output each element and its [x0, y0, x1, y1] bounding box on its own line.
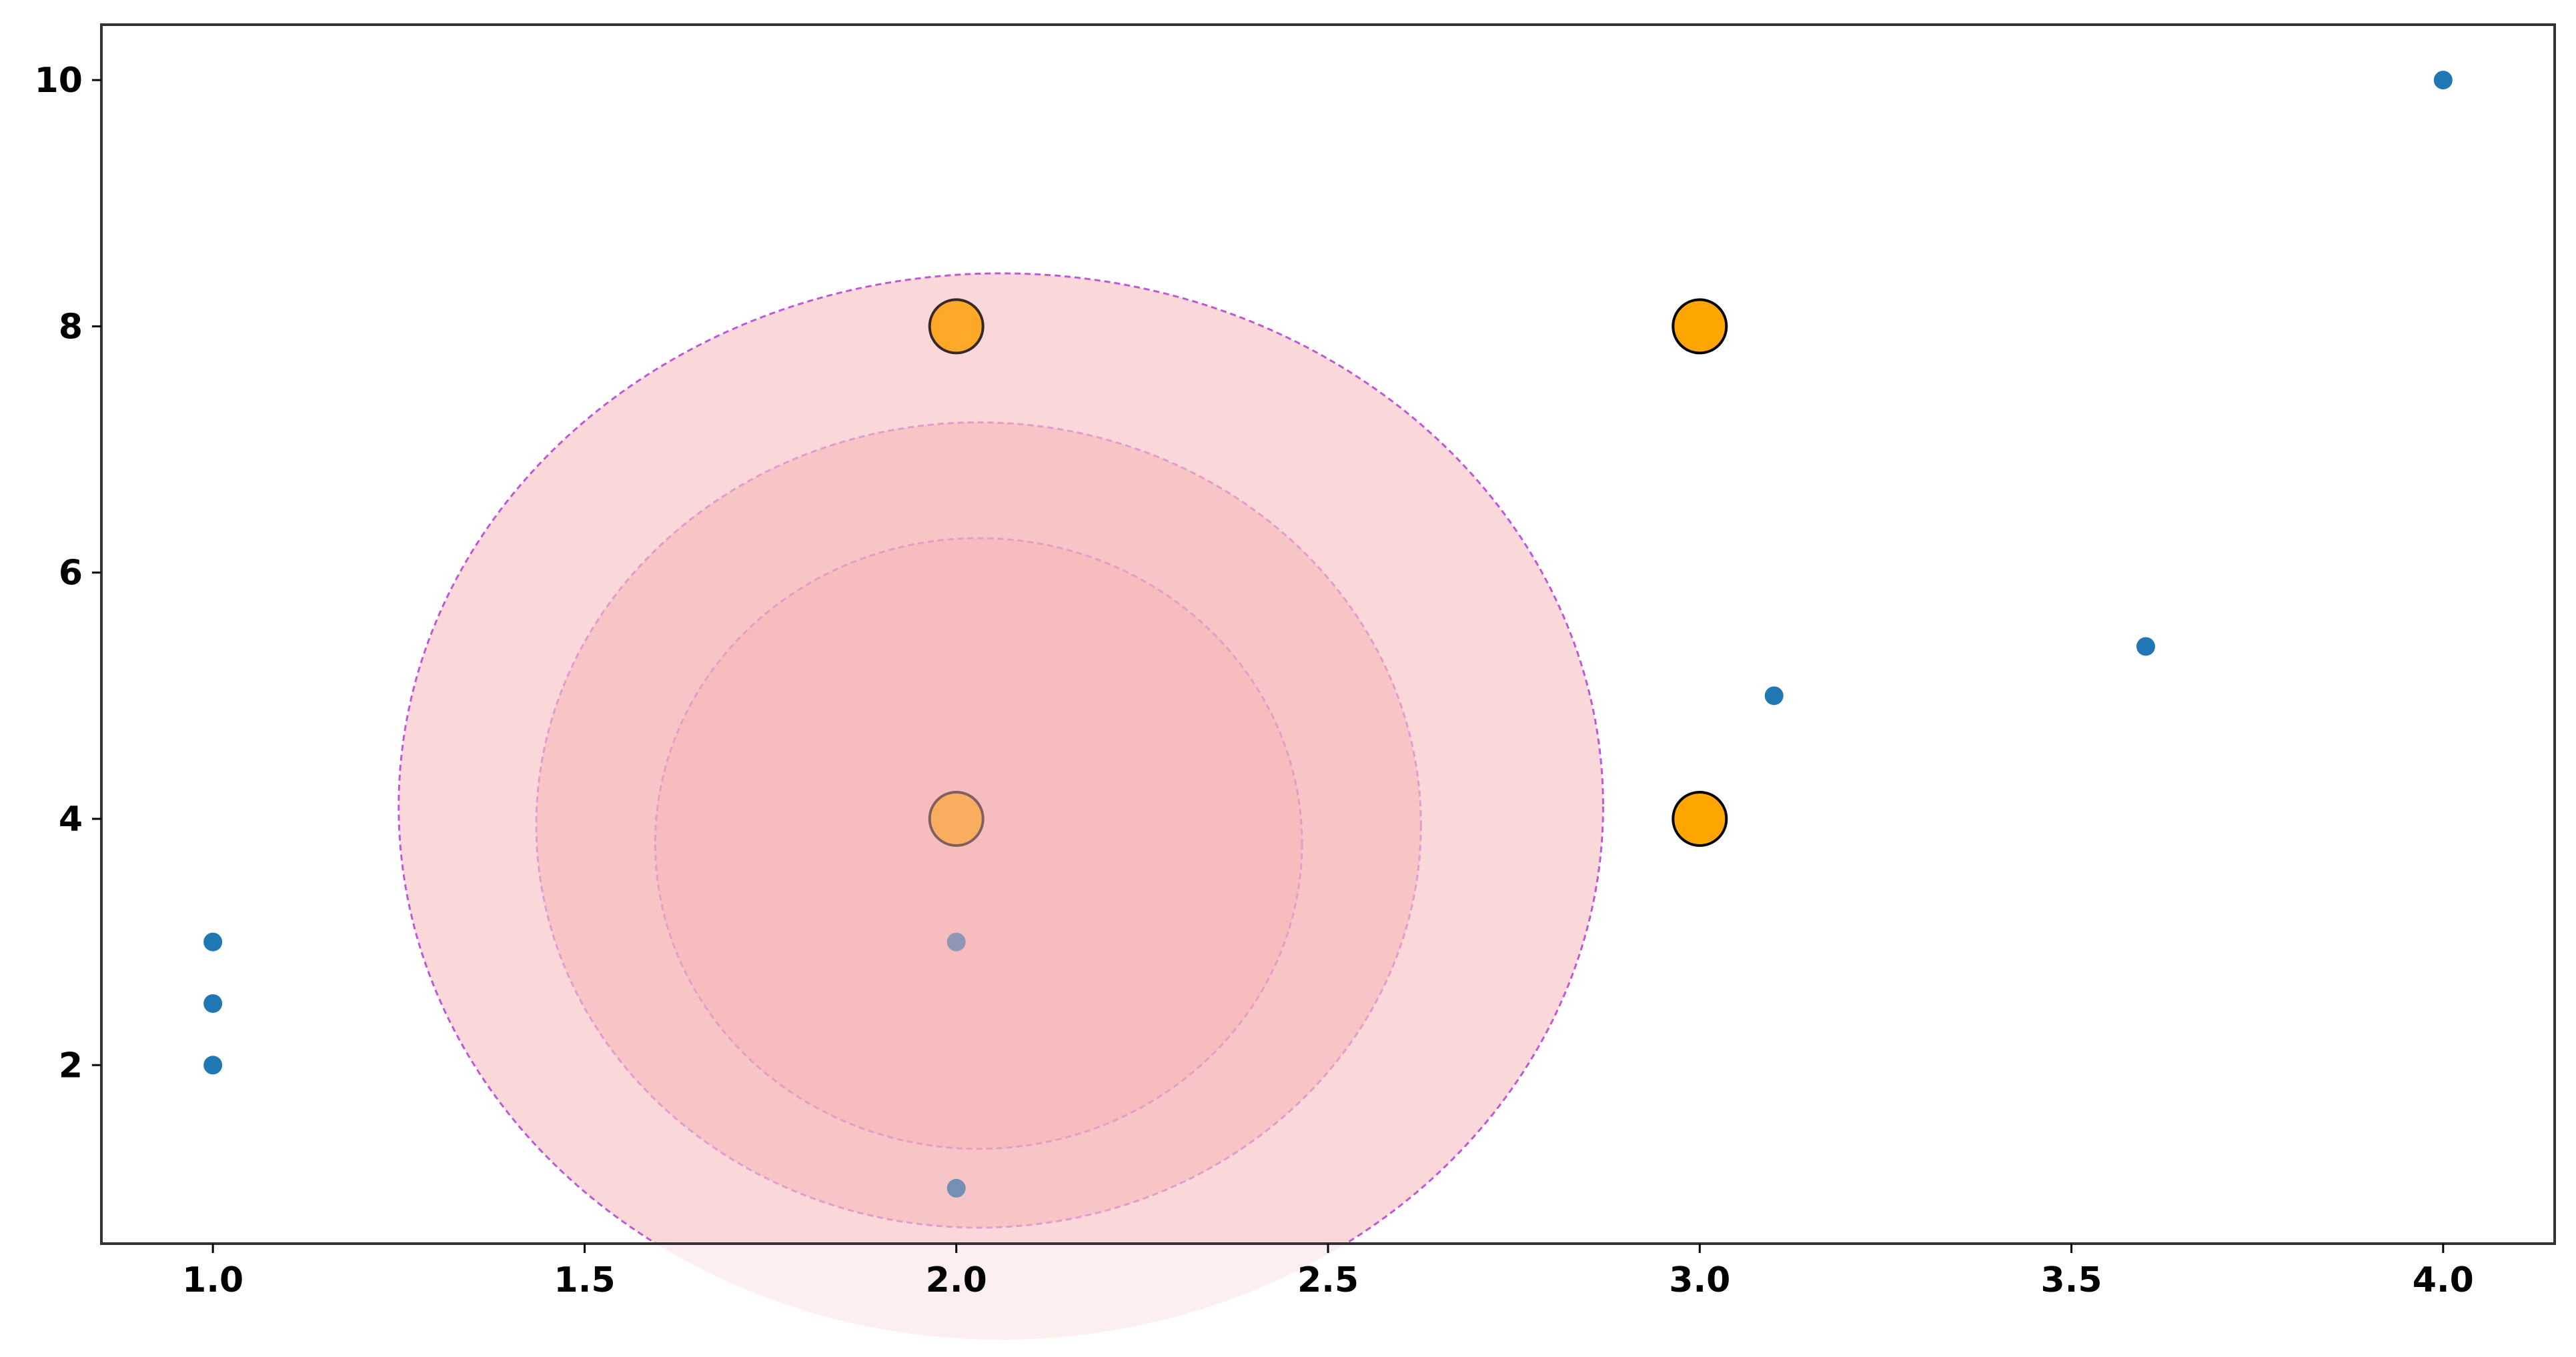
large-point-layer	[928, 298, 1728, 847]
data-point	[2433, 71, 2453, 90]
highlight-ellipse	[654, 537, 1303, 1150]
y-tick-label: 6	[59, 553, 83, 593]
y-tick-label: 4	[59, 800, 83, 840]
data-point	[203, 932, 223, 952]
y-axis: 2 4 6 8 10	[35, 61, 101, 1086]
data-point-large	[928, 790, 985, 847]
data-point	[203, 994, 223, 1013]
data-point	[2136, 637, 2155, 656]
x-tick-label: 2.0	[926, 1260, 987, 1300]
ellipse-overlay-layer	[398, 273, 1603, 1340]
x-tick-label: 1.5	[554, 1260, 615, 1300]
data-point	[1764, 686, 1784, 706]
x-tick-label: 4.0	[2413, 1260, 2474, 1300]
data-point-large	[1672, 790, 1728, 847]
highlight-ellipse-overlay	[536, 422, 1421, 1228]
y-tick-label: 8	[59, 307, 83, 347]
small-point-layer	[203, 71, 2453, 1198]
x-tick-label: 2.5	[1297, 1260, 1359, 1300]
data-point	[946, 932, 966, 952]
data-point-large	[928, 298, 985, 355]
x-tick-label: 3.0	[1669, 1260, 1730, 1300]
highlight-ellipse-overlay	[398, 273, 1603, 1340]
x-tick-label: 1.0	[182, 1260, 243, 1300]
data-point	[946, 1178, 966, 1198]
data-point-large	[1672, 298, 1728, 355]
y-tick-label: 10	[35, 61, 83, 101]
y-tick-label: 2	[59, 1046, 83, 1086]
x-axis: 1.0 1.5 2.0 2.5 3.0 3.5 4.0	[182, 1244, 2474, 1300]
data-point	[203, 1056, 223, 1075]
highlight-ellipse-overlay	[655, 537, 1302, 1149]
highlight-ellipse	[398, 272, 1604, 1244]
x-tick-label: 3.5	[2040, 1260, 2102, 1300]
